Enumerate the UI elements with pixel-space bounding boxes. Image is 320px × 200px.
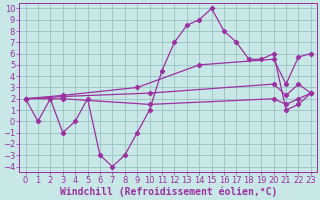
X-axis label: Windchill (Refroidissement éolien,°C): Windchill (Refroidissement éolien,°C): [60, 187, 277, 197]
